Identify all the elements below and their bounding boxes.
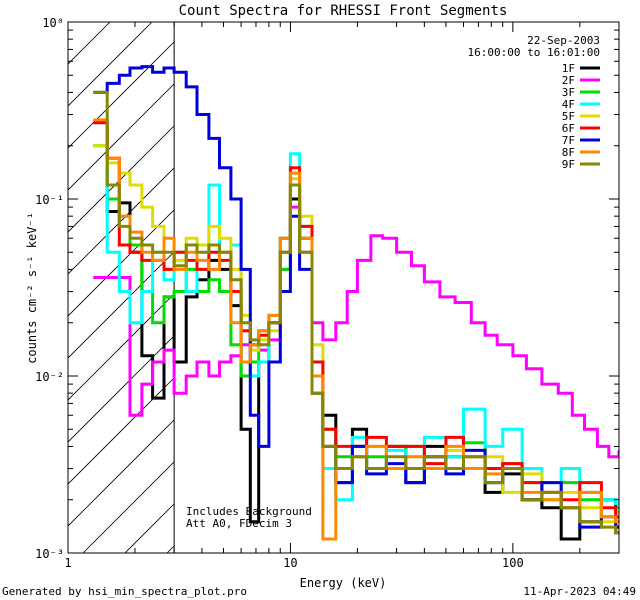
series-line-9F: [93, 90, 619, 535]
legend-label-3F: 3F: [562, 86, 575, 99]
x-axis-label: Energy (keV): [300, 576, 387, 590]
annotation-attenuator: Att A0, FDecim 3: [186, 517, 292, 530]
legend-label-2F: 2F: [562, 74, 575, 87]
generated-by-label: Generated by hsi_min_spectra_plot.pro: [2, 585, 247, 598]
y-tick-label: 10⁰: [42, 16, 64, 30]
annotation-background: Includes Background: [186, 505, 312, 518]
hatch-line: [68, 22, 111, 65]
chart-title: Count Spectra for RHESSI Front Segments: [179, 3, 508, 19]
legend-label-9F: 9F: [562, 158, 575, 171]
legend-label-6F: 6F: [562, 122, 575, 135]
time-range-label: 16:00:00 to 16:01:00: [468, 46, 600, 59]
x-tick-label: 1: [64, 556, 71, 570]
series-line-2F: [93, 205, 619, 459]
legend-label-7F: 7F: [562, 134, 575, 147]
x-tick-label: 10: [283, 556, 297, 570]
legend-label-8F: 8F: [562, 146, 575, 159]
series-layer: [93, 65, 619, 541]
timestamp-label: 11-Apr-2023 04:49: [523, 585, 636, 598]
y-tick-label: 10⁻²: [35, 370, 64, 384]
hatch-line: [68, 22, 195, 149]
plot-frame: [67, 21, 620, 554]
y-tick-label: 10⁻¹: [35, 193, 64, 207]
axis-ticks: 1 10 100 10⁰ 10⁻¹ 10⁻² 10⁻³: [35, 16, 620, 570]
legend-label-4F: 4F: [562, 98, 575, 111]
y-tick-label: 10⁻³: [35, 547, 64, 561]
legend-label-1F: 1F: [562, 62, 575, 75]
hatch-line: [68, 22, 237, 191]
x-tick-label: 100: [502, 556, 524, 570]
date-label: 22-Sep-2003: [527, 34, 600, 47]
legend-label-5F: 5F: [562, 110, 575, 123]
hatch-region: [68, 22, 619, 553]
y-axis-label: counts cm⁻² s⁻¹ keV⁻¹: [25, 212, 39, 364]
